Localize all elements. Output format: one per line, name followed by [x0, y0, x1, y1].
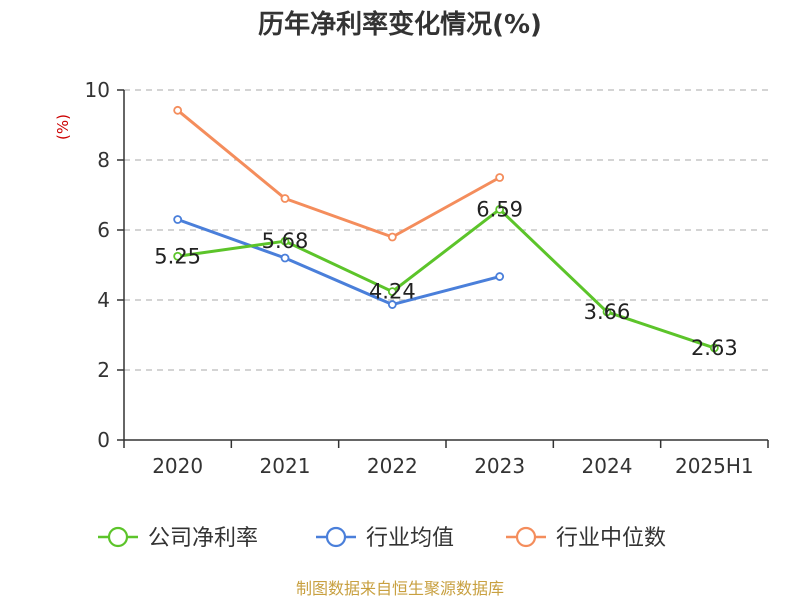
legend-swatch-marker [325, 526, 347, 548]
data-point [280, 236, 290, 246]
legend-label: 行业均值 [366, 526, 454, 551]
data-point [387, 287, 397, 297]
data-point [173, 215, 183, 224]
data-label: 4.24 [369, 280, 416, 304]
source-note: 制图数据来自恒生聚源数据库 [296, 579, 504, 598]
legend-label: 行业中位数 [556, 526, 666, 551]
x-tick-label: 2020 [152, 454, 203, 478]
legend-label: 公司净利率 [148, 526, 258, 551]
y-tick-label: 2 [97, 358, 110, 382]
legend: 公司净利率 行业均值 行业中位数 [98, 526, 666, 551]
data-point [709, 343, 719, 353]
data-label: 6.59 [476, 197, 523, 221]
data-point [173, 105, 183, 115]
x-tick-label: 2024 [582, 454, 633, 478]
y-tick-label: 8 [97, 148, 110, 172]
axes: 0 2 4 6 8 10 2020 2021 2022 2023 2024 2025H1 [85, 78, 769, 478]
data-label: 2.63 [691, 336, 738, 360]
y-axis-label: (%) [54, 114, 72, 140]
data-point [387, 232, 397, 242]
data-point [495, 272, 505, 281]
data-point [495, 173, 505, 182]
data-label: 5.25 [154, 244, 201, 268]
data-point [173, 251, 183, 261]
series-line [177, 207, 715, 350]
grid-lines [124, 89, 768, 371]
series-line [177, 218, 501, 307]
x-tick-label: 2021 [260, 454, 311, 478]
x-tick-label: 2023 [474, 454, 525, 478]
data-label: 3.66 [584, 300, 631, 324]
y-tick-label: 10 [85, 78, 110, 102]
legend-swatch-marker [515, 526, 537, 548]
data-label: 5.68 [262, 229, 309, 253]
legend-swatch-marker [107, 526, 129, 548]
data-point [387, 300, 397, 309]
data-point [495, 204, 505, 214]
data-point [280, 194, 290, 203]
y-tick-label: 4 [97, 288, 110, 312]
x-tick-label: 2025H1 [675, 454, 754, 478]
y-tick-label: 0 [97, 428, 110, 452]
x-tick-label: 2022 [367, 454, 418, 478]
series-line [176, 109, 501, 239]
series-lines [173, 105, 719, 353]
chart-title: 历年净利率变化情况(%) [258, 9, 542, 40]
data-point [280, 253, 290, 263]
y-tick-label: 6 [97, 218, 110, 242]
data-point [602, 307, 612, 317]
data-labels: 5.25 5.68 4.24 6.59 3.66 2.63 [154, 197, 737, 360]
